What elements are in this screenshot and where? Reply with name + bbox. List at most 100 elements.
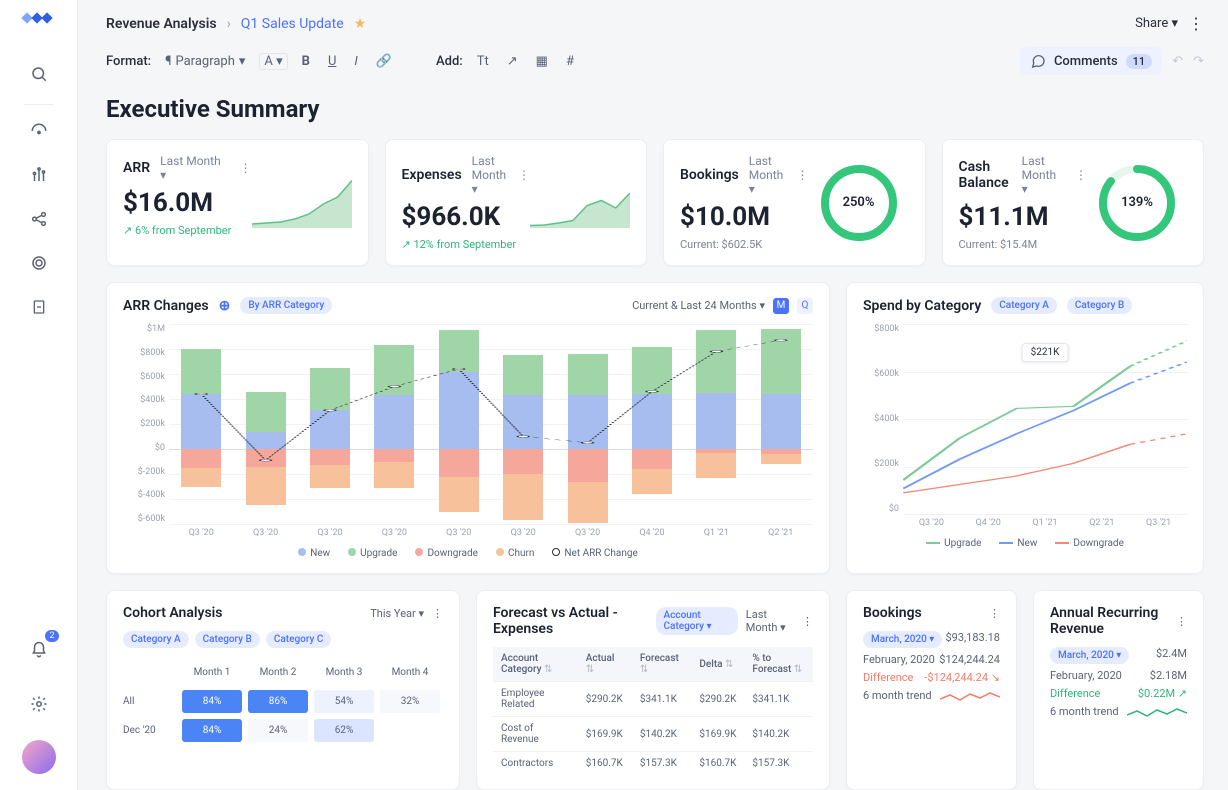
cohort-cell[interactable]: 86% <box>248 690 308 713</box>
more-icon[interactable]: ⋮ <box>989 607 1000 620</box>
table-row[interactable]: Employee Related$290.2K$341.1K$290.2K$34… <box>493 682 813 717</box>
table-header[interactable]: Account Category ⇅ <box>493 647 578 682</box>
cohort-cell[interactable]: 84% <box>182 690 242 713</box>
breadcrumb-current[interactable]: Q1 Sales Update <box>241 16 344 32</box>
spend-pill-b[interactable]: Category B <box>1067 297 1132 314</box>
more-icon[interactable]: ⋮ <box>240 161 252 175</box>
forecast-period[interactable]: Last Month ▾ <box>746 608 794 634</box>
table-header[interactable]: Delta ⇅ <box>691 647 744 682</box>
legend-item[interactable]: Downgrade <box>415 548 478 559</box>
more-icon[interactable]: ⋮ <box>1075 168 1087 182</box>
paragraph-select[interactable]: ¶ Paragraph ▾ <box>161 52 249 71</box>
cohort-title: Cohort Analysis <box>123 605 223 621</box>
font-color-button[interactable]: A ▾ <box>259 53 287 70</box>
more-icon[interactable]: ⋮ <box>802 615 813 628</box>
donut-gauge: 139% <box>1098 164 1176 242</box>
spend-card: Spend by Category Category A Category B … <box>846 282 1204 574</box>
share-icon[interactable] <box>21 201 57 237</box>
add-text-icon[interactable]: Tt <box>473 52 493 71</box>
underline-button[interactable]: U <box>324 52 340 71</box>
table-row[interactable]: Contractors$160.7K$157.3K$160.7K$157.3K <box>493 752 813 776</box>
mini-pill[interactable]: March, 2020 ▾ <box>863 631 942 648</box>
table-header[interactable]: Actual ⇅ <box>578 647 632 682</box>
document-icon[interactable] <box>21 289 57 325</box>
table-header[interactable]: Forecast ⇅ <box>632 647 692 682</box>
italic-button[interactable]: I <box>350 52 361 71</box>
spend-chart: $800k$600k$400k$200k$0$221K <box>863 324 1187 514</box>
add-chart-icon[interactable]: ↗ <box>503 52 522 71</box>
search-icon[interactable] <box>21 56 57 92</box>
more-icon[interactable]: ⋮ <box>1176 615 1187 628</box>
add-table-icon[interactable]: ▦ <box>532 52 552 71</box>
spend-pill-a[interactable]: Category A <box>991 297 1057 314</box>
kpi-sub: Current: $602.5K <box>680 238 809 251</box>
star-icon[interactable]: ★ <box>354 16 367 32</box>
chart-tooltip: $221K <box>1022 343 1069 362</box>
legend-item[interactable]: New <box>999 538 1037 549</box>
table-row[interactable]: Cost of Revenue$169.9K$140.2K$169.9K$140… <box>493 717 813 752</box>
redo-icon[interactable]: ↷ <box>1193 54 1204 69</box>
cohort-pill[interactable]: Category A <box>123 631 189 648</box>
cohort-cell[interactable]: 54% <box>314 690 374 713</box>
page-title: Executive Summary <box>106 95 1204 123</box>
forecast-card: Forecast vs Actual - Expenses Account Ca… <box>476 590 830 790</box>
cohort-cell[interactable]: 62% <box>314 719 374 742</box>
table-header[interactable]: % to Forecast ⇅ <box>744 647 813 682</box>
kpi-title: ARR <box>123 160 150 176</box>
target-icon[interactable] <box>21 245 57 281</box>
link-button[interactable]: 🔗 <box>372 52 396 71</box>
app-logo[interactable] <box>23 14 55 32</box>
add-filter-icon[interactable]: ⊕ <box>219 298 231 314</box>
comments-button[interactable]: Comments 11 <box>1020 47 1162 75</box>
kpi-period[interactable]: Last Month ▾ <box>749 154 787 196</box>
bell-badge: 2 <box>45 630 58 642</box>
chart-icon[interactable] <box>21 157 57 193</box>
undo-icon[interactable]: ↶ <box>1172 54 1183 69</box>
donut-gauge: 250% <box>820 164 898 242</box>
kpi-period[interactable]: Last Month ▾ <box>1022 154 1065 196</box>
kpi-title: Expenses <box>402 167 462 183</box>
forecast-title: Forecast vs Actual - Expenses <box>493 605 646 637</box>
kpi-title: Bookings <box>680 167 739 183</box>
comments-count: 11 <box>1126 54 1153 69</box>
bell-icon[interactable]: 2 <box>21 632 57 668</box>
dashboard-icon[interactable] <box>21 113 57 149</box>
main-content: Revenue Analysis › Q1 Sales Update ★ Sha… <box>78 0 1228 790</box>
breadcrumb-root[interactable]: Revenue Analysis <box>106 16 217 32</box>
more-icon[interactable]: ⋮ <box>518 168 530 182</box>
add-grid-icon[interactable]: # <box>562 52 578 71</box>
share-button[interactable]: Share ▾ <box>1135 16 1178 31</box>
legend-item[interactable]: Upgrade <box>926 538 981 549</box>
more-icon[interactable]: ⋮ <box>432 607 443 620</box>
legend-item[interactable]: Net ARR Change <box>552 548 637 559</box>
kpi-card: ExpensesLast Month ▾⋮ $966.0K ↗ 12% from… <box>385 139 648 266</box>
cohort-cell[interactable]: 32% <box>380 690 440 713</box>
view-month-button[interactable]: M <box>773 298 789 314</box>
cohort-cell[interactable] <box>380 725 440 737</box>
legend-item[interactable]: Downgrade <box>1055 538 1124 549</box>
kpi-period[interactable]: Last Month ▾ <box>472 154 508 196</box>
gear-icon[interactable] <box>21 686 57 722</box>
kpi-title: Cash Balance <box>959 159 1012 191</box>
cohort-pill[interactable]: Category C <box>266 631 331 648</box>
avatar[interactable] <box>22 740 56 774</box>
forecast-table: Account Category ⇅Actual ⇅Forecast ⇅Delt… <box>493 647 813 775</box>
legend-item[interactable]: New <box>298 548 330 559</box>
kpi-period[interactable]: Last Month ▾ <box>160 154 229 182</box>
forecast-pill[interactable]: Account Category ▾ <box>656 607 738 635</box>
cohort-cell[interactable]: 84% <box>182 719 242 742</box>
bold-button[interactable]: B <box>298 52 314 71</box>
more-icon[interactable]: ⋮ <box>1188 14 1204 33</box>
mini-pill[interactable]: March, 2020 ▾ <box>1050 647 1129 664</box>
legend-item[interactable]: Churn <box>496 548 534 559</box>
more-icon[interactable]: ⋮ <box>797 168 809 182</box>
cohort-range[interactable]: This Year ▾ <box>370 607 424 620</box>
arr-filter-pill[interactable]: By ARR Category <box>240 297 332 314</box>
view-quarter-button[interactable]: Q <box>797 298 813 314</box>
format-label: Format: <box>106 54 151 69</box>
legend-item[interactable]: Upgrade <box>348 548 397 559</box>
arr-chart: $1M$800k$600k$400k$200k$0$-200k$-400k$-6… <box>123 324 813 524</box>
arr-range-select[interactable]: Current & Last 24 Months ▾ <box>632 299 765 312</box>
cohort-cell[interactable]: 24% <box>248 719 308 742</box>
cohort-pill[interactable]: Category B <box>195 631 260 648</box>
